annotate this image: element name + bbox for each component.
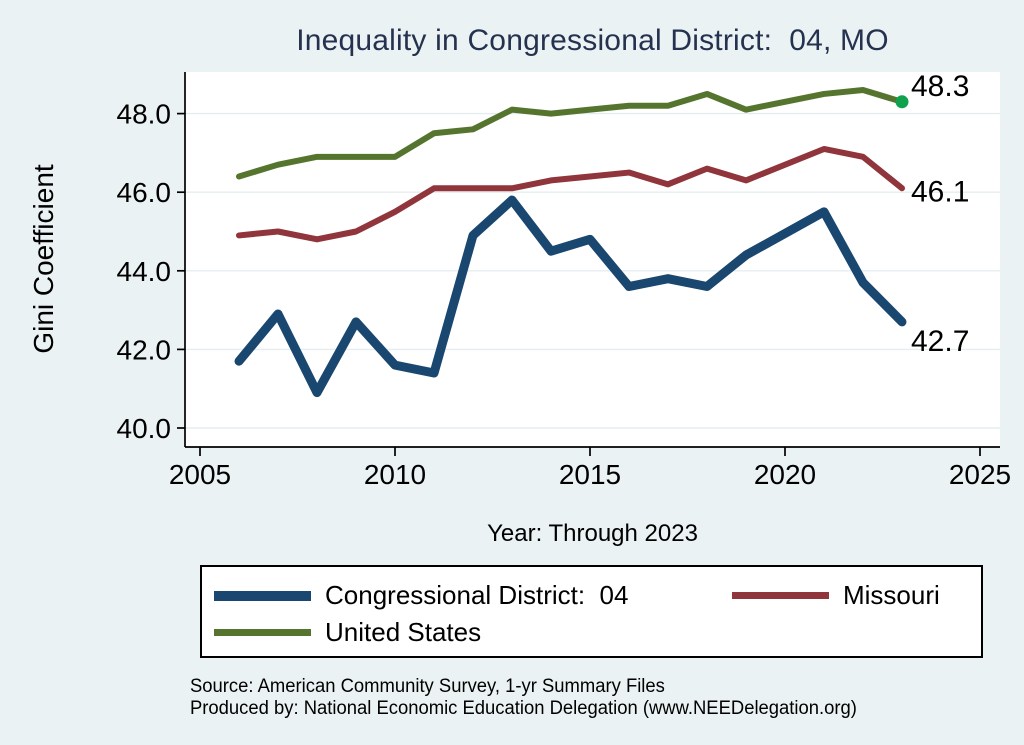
chart-plot: 40.0 42.0 44.0 46.0 48.0 2005 2010 2015 2020 2025… [117,70,1012,490]
x-tick-label-2020: 2020 [754,459,816,490]
series-line-united-states [236,87,905,180]
y-tick-label-48: 48.0 [117,99,172,130]
footer: Source: American Community Survey, 1-yr … [190,676,857,720]
legend-row-1: Congressional District: 04 Missouri [214,577,981,614]
legend-label-congressional-district-04: Congressional District: 04 [325,580,629,610]
source-note: Source: American Community Survey, 1-yr … [190,676,665,697]
legend-swatch-united-states [214,629,311,636]
legend-label-missouri: Missouri [843,580,940,610]
y-tick-label-40: 40.0 [117,413,172,444]
y-tick-label-42: 42.0 [117,334,172,365]
legend-row-2: United States [214,614,981,651]
end-value-label-united-states: 48.3 [911,70,969,103]
series-line-congressional-district-04 [234,195,907,398]
legend-swatch-missouri [732,592,829,599]
x-tick-label-2005: 2005 [169,459,231,490]
legend-label-united-states: United States [325,617,482,647]
end-value-label-missouri: 46.1 [911,175,969,208]
series-line-missouri [236,145,905,243]
latest-point-marker-united-states [895,95,909,109]
legend-swatch-congressional-district-04 [214,590,311,601]
chart-title: Inequality in Congressional District: 04… [296,24,889,57]
produced-by-note: Produced by: National Economic Education… [190,698,857,719]
x-axis-title: Year: Through 2023 [487,520,698,547]
legend-item-congressional-district-04: Congressional District: 04 [214,580,732,611]
y-tick-label-44: 44.0 [117,256,172,287]
y-tick-label-46: 46.0 [117,177,172,208]
x-tick-label-2015: 2015 [559,459,621,490]
end-value-label-congressional-district-04: 42.7 [911,325,969,358]
legend-item-united-states: United States [214,617,732,648]
legend: Congressional District: 04 Missouri Unit… [200,565,983,658]
legend-item-missouri: Missouri [732,580,940,611]
plot-area [185,72,1000,447]
y-axis-title: Gini Coefficient [28,164,59,354]
x-tick-label-2025: 2025 [949,459,1011,490]
x-tick-label-2010: 2010 [364,459,426,490]
